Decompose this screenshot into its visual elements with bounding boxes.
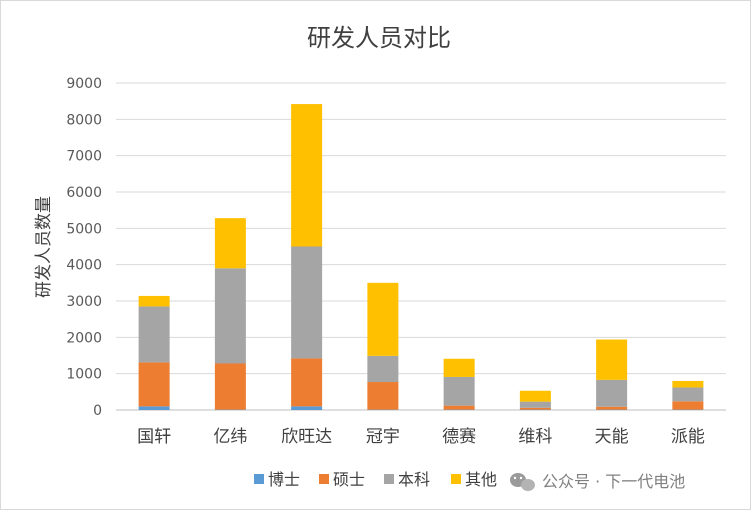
y-tick-label: 0 [93,403,102,419]
bars [139,104,704,410]
y-tick-label: 8000 [66,112,102,128]
bar-segment [367,382,398,410]
x-tick-label: 维科 [518,427,552,447]
legend-label: 其他 [465,470,497,489]
y-tick-label: 6000 [66,185,102,201]
legend-label: 硕士 [333,470,365,489]
bar-segment [291,358,322,406]
legend-swatch [254,474,264,484]
x-tick-label: 天能 [595,427,629,447]
x-tick-label: 欣旺达 [281,427,332,447]
bar-segment [367,283,398,356]
gridlines [116,83,726,410]
y-tick-label: 4000 [66,258,102,274]
bar-segment [520,391,551,402]
bar-segment [215,218,246,268]
bar-segment [139,296,170,307]
bar-segment [444,377,475,406]
x-tick-label: 亿纬 [213,427,247,447]
bar-segment [139,362,170,406]
bar-segment [367,356,398,382]
legend-label: 博士 [268,470,300,489]
y-tick-label: 1000 [66,367,102,383]
bar-segment [139,306,170,362]
bar-segment [596,380,627,407]
legend-label: 本科 [398,470,430,489]
bar-segment [291,247,322,359]
y-tick-label: 7000 [66,149,102,165]
y-tick-label: 2000 [66,330,102,346]
bar-segment [291,104,322,246]
y-axis-label: 研发人员数量 [34,196,54,298]
bar-segment [672,381,703,388]
x-tick-label: 德赛 [442,426,476,447]
legend-swatch [451,474,461,484]
y-tick-label: 5000 [66,221,102,237]
y-tick-label: 9000 [66,76,102,92]
bar-segment [596,407,627,410]
bar-segment [139,406,170,410]
bar-segment [215,268,246,363]
bar-segment [520,402,551,408]
legend-swatch [319,474,329,484]
bar-segment [215,363,246,409]
bar-segment [672,401,703,409]
bar-segment [444,406,475,410]
legend: 博士 硕士 本科 其他 [254,470,497,489]
bar-segment [291,406,322,410]
watermark-text: 公众号 · 下一代电池 [542,472,685,491]
x-tick-label: 派能 [671,427,705,447]
bar-segment [520,408,551,410]
y-tick-label: 3000 [66,294,102,310]
y-axis-ticks: 0 1000 2000 3000 4000 5000 6000 7000 8000 9000 [66,76,102,419]
x-tick-label: 冠宇 [366,427,400,447]
x-tick-label: 国轩 [137,427,171,447]
chart-title: 研发人员对比 [307,24,451,52]
wechat-icon [510,473,535,491]
bar-segment [672,387,703,401]
x-axis-ticks: 国轩 亿纬 欣旺达 冠宇 德赛 维科 天能 派能 [137,426,705,447]
legend-swatch [384,474,394,484]
bar-segment [444,359,475,377]
watermark: 公众号 · 下一代电池 [510,472,685,491]
bar-segment [596,340,627,380]
